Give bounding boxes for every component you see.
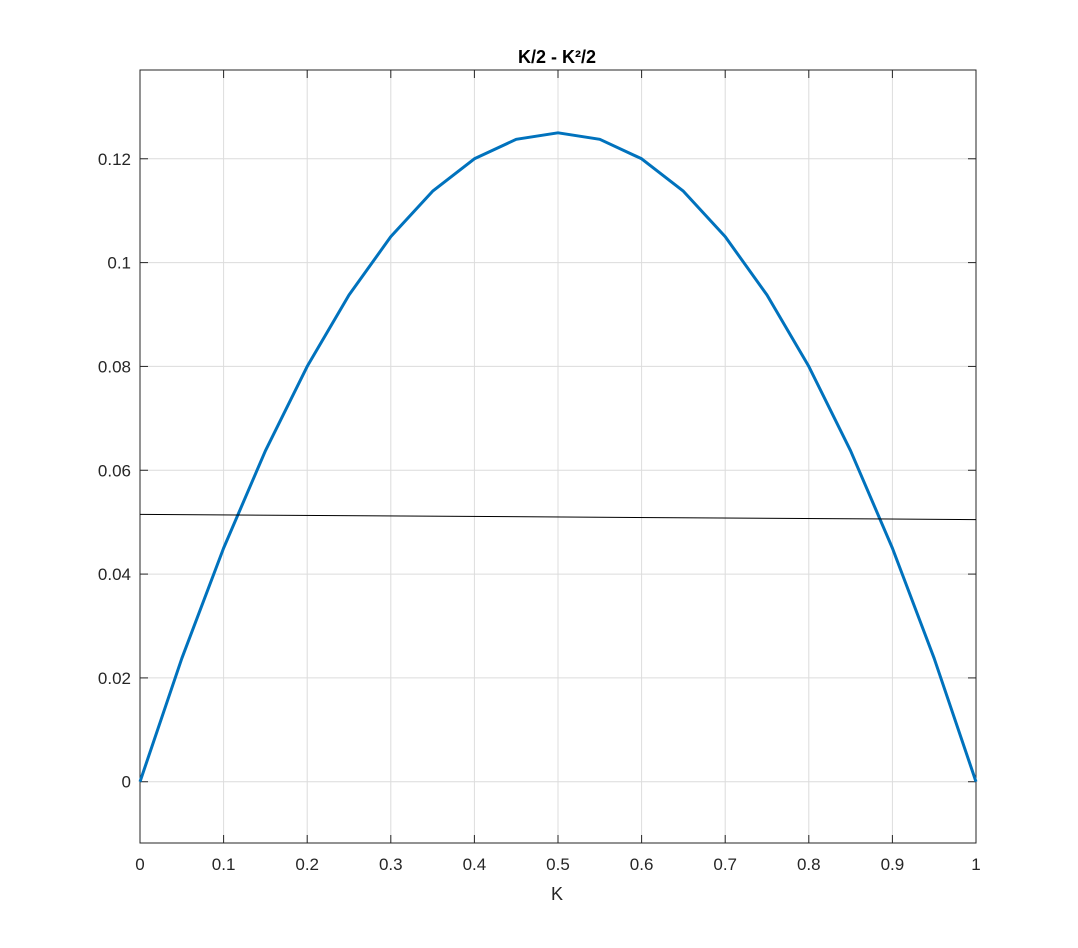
x-tick-label: 0.3 (379, 855, 403, 874)
x-tick-label: 0.2 (295, 855, 319, 874)
data-line (138, 131, 978, 783)
x-axis-label: K (551, 884, 563, 904)
x-tick-label: 0.9 (881, 855, 905, 874)
plot-frame (139, 69, 977, 844)
y-tick-label: 0.02 (98, 669, 131, 688)
data-line (139, 513, 977, 521)
x-tick-label: 1 (971, 855, 980, 874)
x-tick-label: 0.5 (546, 855, 570, 874)
y-tick-label: 0.04 (98, 565, 131, 584)
x-tick-label: 0.8 (797, 855, 821, 874)
chart-title: K/2 - K²/2 (518, 47, 596, 67)
x-tick-label: 0.7 (713, 855, 737, 874)
x-tick-label: 0 (135, 855, 144, 874)
x-tick-label: 0.4 (463, 855, 487, 874)
y-tick-label: 0 (122, 773, 131, 792)
y-tick-label: 0.06 (98, 461, 131, 480)
y-tick-label: 0.1 (107, 254, 131, 273)
x-tick-label: 0.1 (212, 855, 236, 874)
y-tick-label: 0.12 (98, 150, 131, 169)
x-tick-label: 0.6 (630, 855, 654, 874)
y-tick-label: 0.08 (98, 357, 131, 376)
